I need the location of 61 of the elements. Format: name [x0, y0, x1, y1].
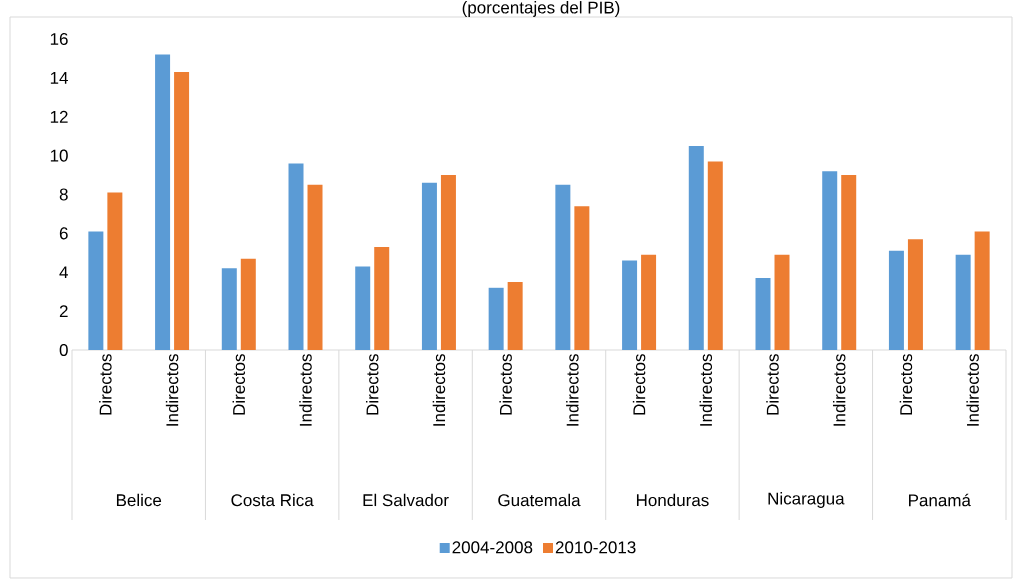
x-tick-label: Indirectos [832, 354, 846, 426]
y-tick-label: 6 [59, 227, 68, 240]
bar [888, 250, 904, 350]
bar [307, 184, 323, 350]
legend-label: 2010-2013 [555, 541, 636, 554]
bar [440, 175, 456, 350]
bar [240, 258, 256, 350]
x-tick-label: Directos [499, 354, 512, 415]
bar [755, 278, 771, 350]
legend-label: 2004-2008 [452, 541, 533, 554]
bar [907, 239, 923, 350]
bar [555, 184, 571, 350]
bar [88, 231, 104, 350]
x-tick-label: Indirectos [299, 354, 312, 426]
y-tick-label: 12 [50, 110, 68, 123]
y-tick-label: 4 [59, 266, 68, 279]
bar [355, 266, 371, 350]
x-tick-label: Indirectos [566, 354, 579, 426]
text: El Salvador [363, 493, 449, 507]
text: Panamá [909, 493, 971, 507]
bar [707, 161, 723, 350]
y-tick-label: 14 [50, 72, 68, 84]
bar [374, 246, 390, 350]
bar [574, 206, 590, 350]
bar [288, 163, 304, 350]
x-tick-label: Directos [766, 354, 779, 415]
bar [841, 175, 857, 350]
bar [974, 231, 990, 350]
x-tick-label: Directos [99, 354, 112, 415]
chart-title: (porcentajes del PIB) [462, 1, 620, 17]
y-tick-label: 2 [59, 305, 68, 318]
bar [688, 145, 704, 350]
bar [221, 268, 237, 350]
bar [421, 182, 437, 350]
y-tick-label: 16 [50, 32, 68, 46]
y-tick-label: 10 [50, 149, 68, 162]
bar [641, 254, 657, 350]
x-tick-label: Directos [632, 354, 646, 415]
x-tick-label: Directos [232, 354, 246, 415]
bar [155, 54, 171, 350]
bar [955, 254, 971, 350]
x-tick-label: Indirectos [966, 354, 979, 426]
y-tick-label: 0 [59, 343, 68, 357]
x-tick-label: Indirectos [432, 354, 446, 426]
text: Costa Rica [231, 493, 314, 507]
bar [488, 287, 504, 350]
bar [507, 281, 523, 350]
x-tick-label: Directos [365, 354, 379, 415]
bar [107, 192, 123, 350]
x-tick-label: Indirectos [699, 354, 713, 426]
y-tick-label: 8 [59, 188, 68, 201]
x-tick-label: Directos [899, 354, 913, 415]
bar [822, 171, 838, 350]
bar [774, 254, 790, 350]
text: Nicaragua [768, 492, 845, 508]
text: Belice [116, 493, 162, 507]
bar [622, 260, 638, 350]
text: Guatemala [498, 493, 581, 507]
x-tick-label: Indirectos [165, 354, 179, 426]
text: Honduras [636, 493, 709, 507]
bar [174, 72, 190, 350]
